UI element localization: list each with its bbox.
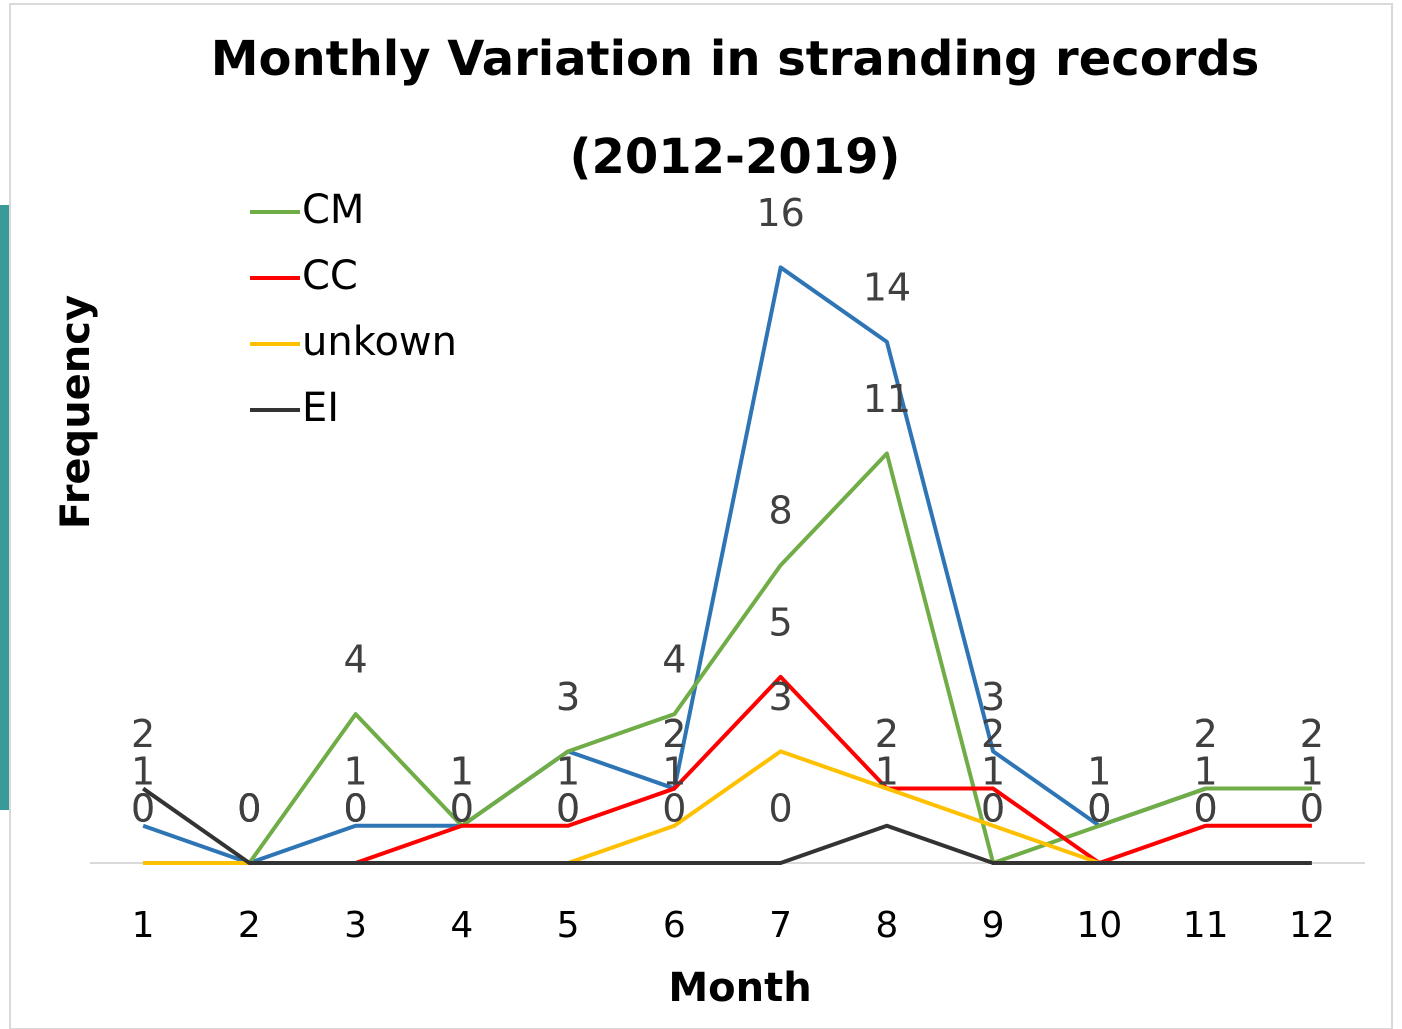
data-label: 0	[237, 787, 261, 831]
data-label: 16	[756, 191, 804, 235]
data-label: 2	[662, 712, 686, 756]
data-label: 1	[450, 749, 474, 793]
data-label: 0	[450, 787, 474, 831]
x-axis-title: Month	[668, 965, 811, 1011]
data-label: 1	[875, 749, 899, 793]
data-label: 0	[1087, 787, 1111, 831]
data-label: 0	[769, 787, 793, 831]
data-label: 5	[769, 600, 793, 644]
x-tick-label: 8	[875, 905, 898, 946]
x-tick-label: 1	[132, 905, 155, 946]
data-label: 0	[237, 787, 261, 831]
data-label: 1	[662, 749, 686, 793]
data-label: 0	[344, 787, 368, 831]
data-label: 1	[131, 749, 155, 793]
data-label: 8	[769, 489, 793, 533]
data-label: 3	[981, 675, 1005, 719]
data-label: 2	[1300, 712, 1324, 756]
series-line	[141, 786, 1312, 865]
x-tick-label: 4	[450, 905, 473, 946]
data-label: 0	[1087, 787, 1111, 831]
chart-title: (2012-2019)	[570, 129, 901, 185]
data-label: 2	[662, 712, 686, 756]
legend-label: unkown	[302, 319, 457, 365]
data-label: 0	[1300, 787, 1324, 831]
data-label: 2	[981, 712, 1005, 756]
legend-label: CC	[302, 253, 358, 299]
data-label: 2	[875, 712, 899, 756]
data-label: 0	[556, 787, 580, 831]
data-label: 0	[1300, 787, 1324, 831]
data-label: 4	[344, 638, 368, 682]
y-axis-title: Frequency	[53, 295, 99, 529]
data-label: 0	[237, 787, 261, 831]
data-label: 3	[556, 675, 580, 719]
data-label: 2	[1300, 712, 1324, 756]
data-label: 0	[1194, 787, 1218, 831]
background-strip	[0, 205, 10, 810]
data-label: 2	[131, 712, 155, 756]
data-label: 0	[344, 787, 368, 831]
data-label: 0	[450, 787, 474, 831]
x-tick-label: 10	[1076, 905, 1122, 946]
data-label: 3	[769, 675, 793, 719]
data-label: 3	[556, 675, 580, 719]
data-label: 1	[1300, 749, 1324, 793]
series-line	[354, 674, 1312, 865]
series-line	[143, 451, 1312, 865]
data-label: 1	[450, 749, 474, 793]
legend-label: CM	[302, 187, 364, 233]
x-tick-label: 12	[1289, 905, 1335, 946]
data-label: 1	[344, 749, 368, 793]
data-label: 0	[131, 787, 155, 831]
data-label: 1	[1087, 749, 1111, 793]
x-tick-label: 9	[982, 905, 1005, 946]
x-tick-label: 3	[344, 905, 367, 946]
data-label: 2	[1194, 712, 1218, 756]
x-tick-label: 6	[663, 905, 686, 946]
data-label: 0	[981, 787, 1005, 831]
data-label: 1	[450, 749, 474, 793]
data-label: 0	[237, 787, 261, 831]
data-label: 11	[863, 377, 911, 421]
legend-label: EI	[302, 385, 339, 431]
data-label: 0	[1087, 787, 1111, 831]
data-label: 0	[981, 787, 1005, 831]
data-label: 4	[662, 638, 686, 682]
data-label: 0	[344, 787, 368, 831]
chart-title: Monthly Variation in stranding records	[211, 31, 1260, 87]
data-label: 0	[662, 787, 686, 831]
x-tick-label: 11	[1183, 905, 1229, 946]
data-label: 2	[875, 712, 899, 756]
data-label: 2	[1194, 712, 1218, 756]
data-label: 1	[556, 749, 580, 793]
x-tick-label: 2	[238, 905, 261, 946]
data-label: 0	[1194, 787, 1218, 831]
data-label: 0	[131, 787, 155, 831]
data-label: 1	[1194, 749, 1218, 793]
data-label: 1	[981, 749, 1005, 793]
x-tick-label: 5	[557, 905, 580, 946]
data-label: 0	[556, 787, 580, 831]
data-label: 1	[1087, 749, 1111, 793]
x-tick-label: 7	[769, 905, 792, 946]
data-label: 14	[863, 265, 911, 309]
